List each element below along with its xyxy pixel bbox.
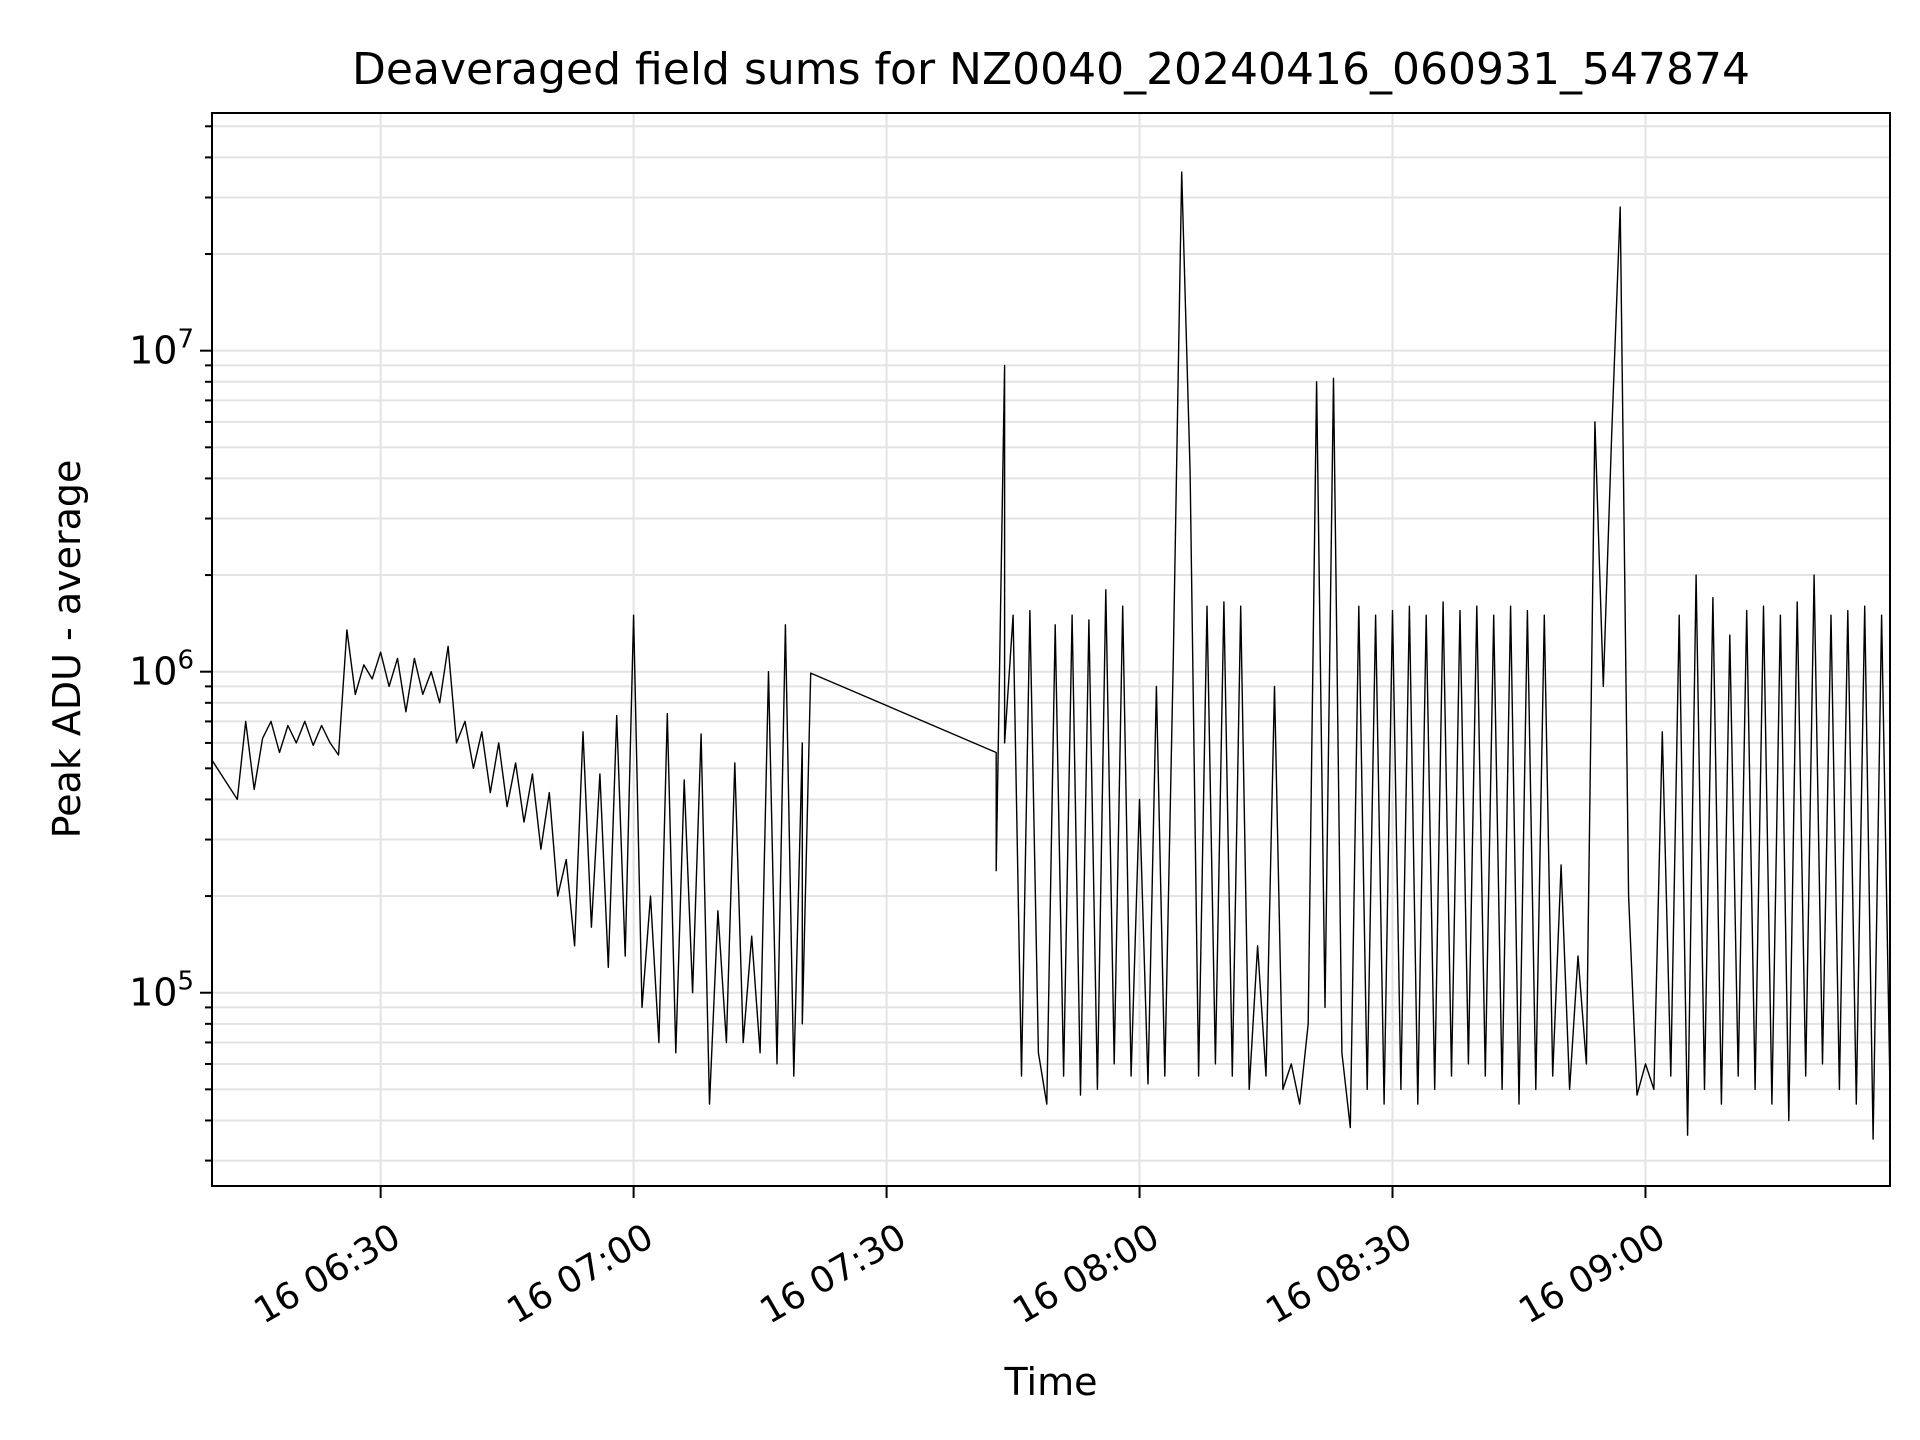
chart-title: Deaveraged field sums for NZ0040_2024041… [352,44,1750,95]
y-tick-label: 107 [129,325,194,373]
y-tick-label: 105 [129,967,194,1015]
y-tick-label: 106 [129,646,194,694]
plot-frame [211,112,1891,1187]
y-axis-label: Peak ADU - average [45,460,89,839]
x-axis-label: Time [1004,1360,1098,1404]
series-line [211,171,1891,1140]
series-layer [211,171,1891,1140]
grid [212,113,1890,1186]
